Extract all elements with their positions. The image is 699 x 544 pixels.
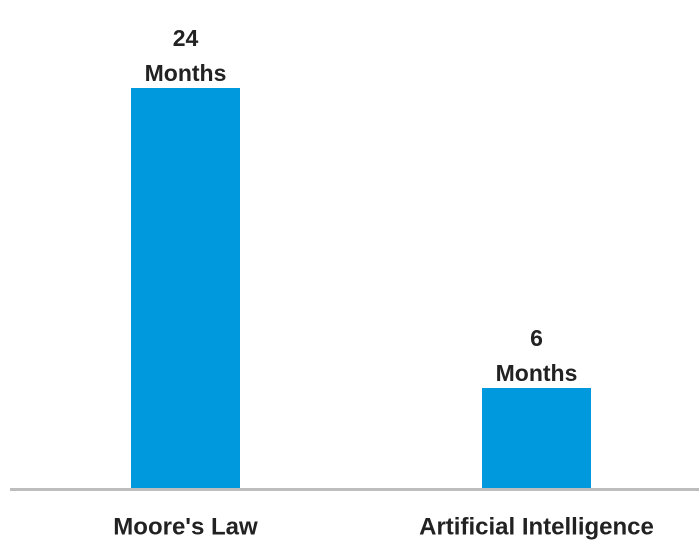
value-label: 24	[173, 25, 199, 51]
bar	[482, 388, 591, 488]
bar	[131, 88, 240, 488]
value-label: Months	[145, 60, 227, 86]
x-tick-label: Artificial Intelligence	[419, 513, 654, 540]
x-tick-label: Moore's Law	[113, 513, 258, 540]
value-label: 6	[530, 325, 543, 351]
value-label: Months	[496, 360, 578, 386]
